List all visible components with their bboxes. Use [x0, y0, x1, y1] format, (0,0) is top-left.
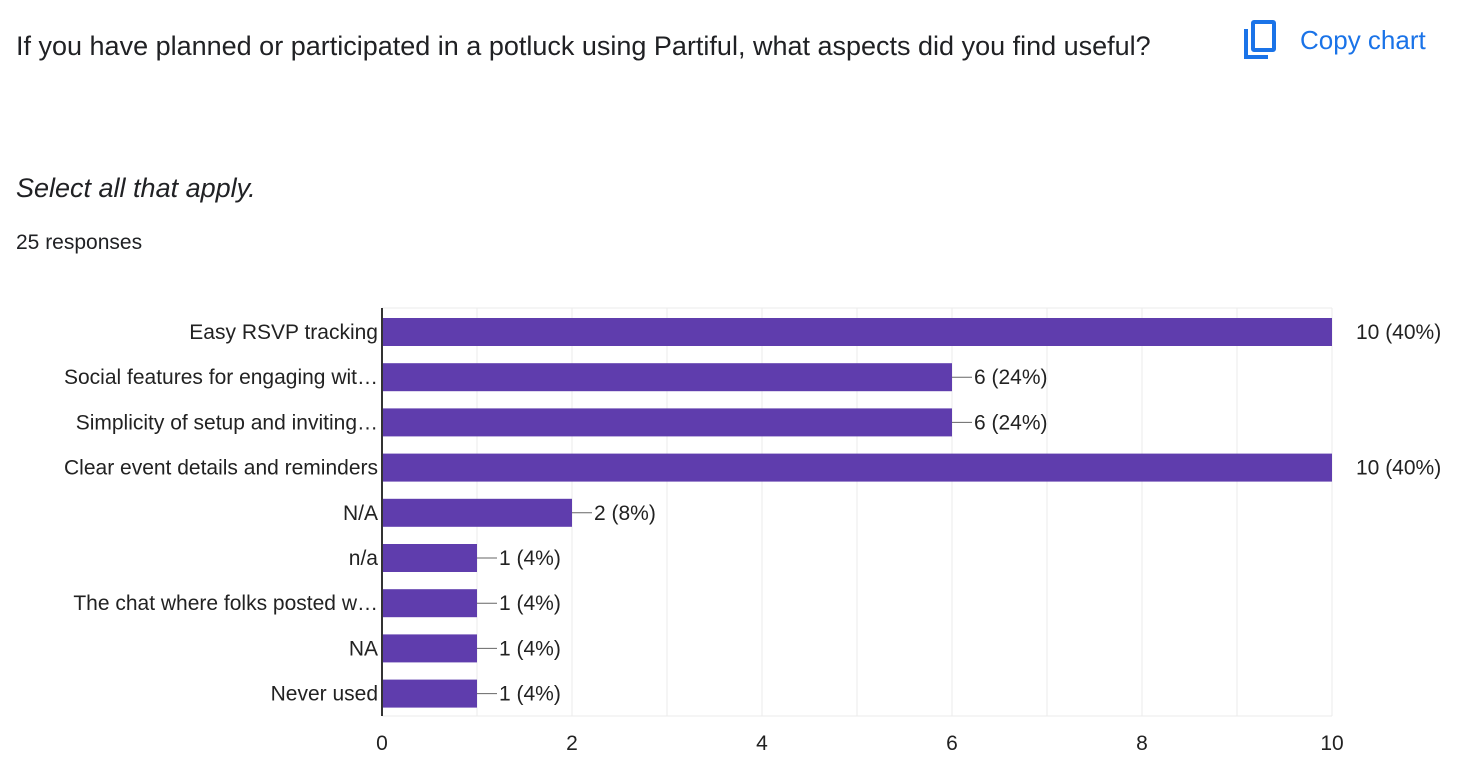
data-label: 10 (40%)	[1356, 321, 1441, 344]
data-label: 2 (8%)	[594, 502, 656, 525]
category-label: The chat where folks posted w…	[73, 592, 378, 615]
x-tick-label: 6	[946, 732, 958, 755]
data-label: 1 (4%)	[499, 592, 561, 615]
category-label: Social features for engaging wit…	[64, 366, 378, 389]
data-label: 10 (40%)	[1356, 457, 1441, 480]
data-label: 1 (4%)	[499, 637, 561, 660]
bar	[382, 498, 572, 527]
bar	[382, 363, 952, 392]
bar-chart-svg: Easy RSVP tracking Social features for en…	[64, 307, 1441, 755]
x-tick-label: 8	[1136, 732, 1148, 755]
category-label: Easy RSVP tracking	[189, 321, 378, 344]
bar	[382, 453, 1332, 482]
question-title: If you have planned or participated in a…	[16, 31, 1151, 61]
response-count: 25 responses	[16, 231, 143, 254]
category-label: NA	[349, 637, 378, 660]
x-tick-label: 4	[756, 732, 768, 755]
bar	[382, 589, 477, 618]
category-label: Never used	[271, 683, 378, 706]
category-labels: Easy RSVP tracking Social features for en…	[64, 321, 378, 706]
data-label: 6 (24%)	[974, 411, 1048, 434]
bar	[382, 679, 477, 708]
copy-chart-label: Copy chart	[1300, 24, 1426, 55]
data-label: 1 (4%)	[499, 683, 561, 706]
data-label: 1 (4%)	[499, 547, 561, 570]
x-axis-ticks: 0 2 4 6 8 10	[376, 308, 1344, 755]
bars	[382, 318, 1332, 708]
copy-chart-button[interactable]: Copy chart	[1234, 16, 1434, 64]
category-label: N/A	[343, 502, 378, 525]
x-tick-label: 0	[376, 732, 388, 755]
x-tick-label: 10	[1320, 732, 1343, 755]
bar	[382, 318, 1332, 346]
data-label: 6 (24%)	[974, 366, 1048, 389]
copy-icon	[1242, 19, 1278, 61]
x-tick-label: 2	[566, 732, 578, 755]
category-label: n/a	[349, 547, 379, 570]
value-labels: 10 (40%) 6 (24%) 6 (24%) 10 (40%) 2 (8%) 1 (4…	[477, 321, 1441, 706]
category-label: Clear event details and reminders	[64, 457, 378, 480]
question-description: Select all that apply.	[16, 173, 256, 203]
bar-chart: Easy RSVP tracking Social features for en…	[0, 290, 1468, 784]
bar	[382, 634, 477, 663]
bar	[382, 544, 477, 572]
category-label: Simplicity of setup and inviting…	[76, 411, 378, 434]
bar	[382, 408, 952, 437]
